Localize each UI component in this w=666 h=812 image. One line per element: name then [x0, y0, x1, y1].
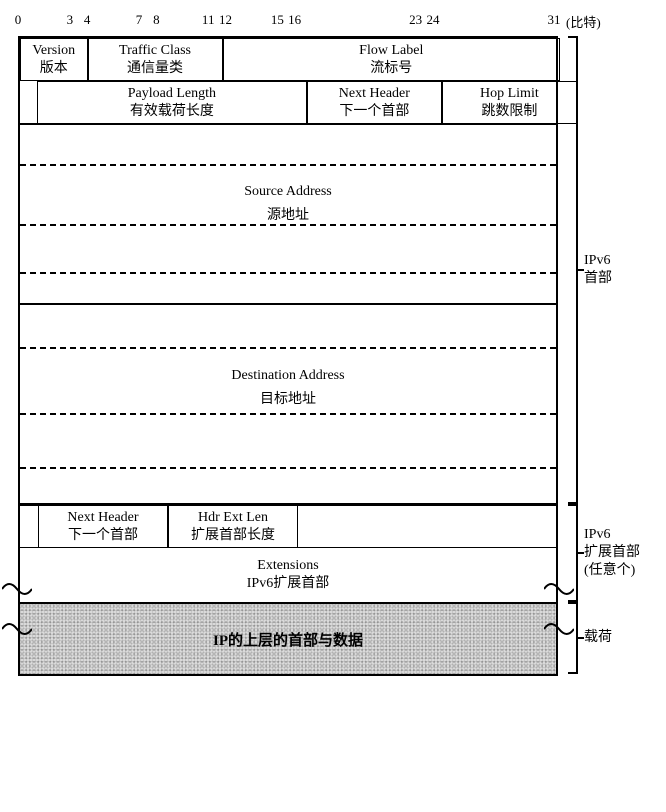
extension-header-section: Next Header下一个首部Hdr Ext Len扩展首部长度 Extens… — [20, 504, 556, 602]
ruler-tick: 7 — [136, 12, 143, 28]
ruler-tick: 23 — [409, 12, 422, 28]
ruler-tick: 15 — [271, 12, 284, 28]
field-cell: Flow Label流标号 — [223, 38, 561, 81]
ipv6-extension-label: IPv6扩展首部(任意个) — [584, 526, 640, 581]
ipv6-header-diagram: (比特) 0 34 78 1112 1516 2324 31 Version版本Traffi… — [10, 10, 656, 676]
ruler-unit: (比特) — [566, 12, 601, 31]
ruler-tick: 11 — [202, 12, 215, 28]
ipv6-header-brace — [564, 36, 578, 504]
field-cell: Version版本 — [20, 38, 88, 81]
payload-section: IP的上层的首部与数据 — [20, 602, 556, 674]
ipv6-extension-brace — [564, 504, 578, 602]
ruler-tick: 16 — [288, 12, 301, 28]
ruler-tick: 0 — [15, 12, 22, 28]
packet-table: Version版本Traffic Class通信量类Flow Label流标号 … — [18, 36, 558, 676]
payload-brace — [564, 602, 578, 674]
ruler-tick: 31 — [548, 12, 561, 28]
bit-ruler: (比特) 0347811121516232431 — [18, 10, 558, 36]
ext-field-cell: Next Header下一个首部 — [38, 506, 168, 548]
field-cell: Payload Length有效载荷长度 — [37, 81, 307, 124]
destination-address-block: Destination Address 目标地址 — [20, 304, 556, 504]
source-address-cn: 源地址 — [20, 207, 556, 225]
field-cell: Next Header下一个首部 — [307, 81, 442, 124]
extensions-cn: IPv6扩展首部 — [247, 575, 329, 593]
source-address-block: Source Address 源地址 — [20, 124, 556, 304]
payload-label: 载荷 — [584, 629, 612, 647]
destination-address-cn: 目标地址 — [20, 391, 556, 409]
field-cell: Traffic Class通信量类 — [88, 38, 223, 81]
ruler-tick: 8 — [153, 12, 160, 28]
source-address-en: Source Address — [244, 184, 332, 199]
ruler-tick: 3 — [67, 12, 74, 28]
ruler-tick: 4 — [84, 12, 91, 28]
ruler-tick: 12 — [219, 12, 232, 28]
side-braces: IPv6首部 IPv6扩展首部(任意个) 载荷 — [558, 36, 644, 676]
extensions-en: Extensions — [257, 557, 318, 575]
ipv6-header-label: IPv6首部 — [584, 252, 612, 288]
destination-address-en: Destination Address — [231, 368, 344, 383]
row-1: Version版本Traffic Class通信量类Flow Label流标号 — [20, 38, 556, 81]
field-cell: Hop Limit跳数限制 — [442, 81, 577, 124]
payload-label: IP的上层的首部与数据 — [213, 629, 363, 650]
ruler-tick: 24 — [426, 12, 439, 28]
extension-row: Next Header下一个首部Hdr Ext Len扩展首部长度 — [20, 506, 556, 548]
ext-field-cell: Hdr Ext Len扩展首部长度 — [168, 506, 298, 548]
row-2: Payload Length有效载荷长度Next Header下一个首部Hop … — [20, 81, 556, 124]
extension-body: Extensions IPv6扩展首部 — [20, 548, 556, 602]
diagram-column: (比特) 0 34 78 1112 1516 2324 31 Version版本Traffi… — [10, 10, 644, 676]
